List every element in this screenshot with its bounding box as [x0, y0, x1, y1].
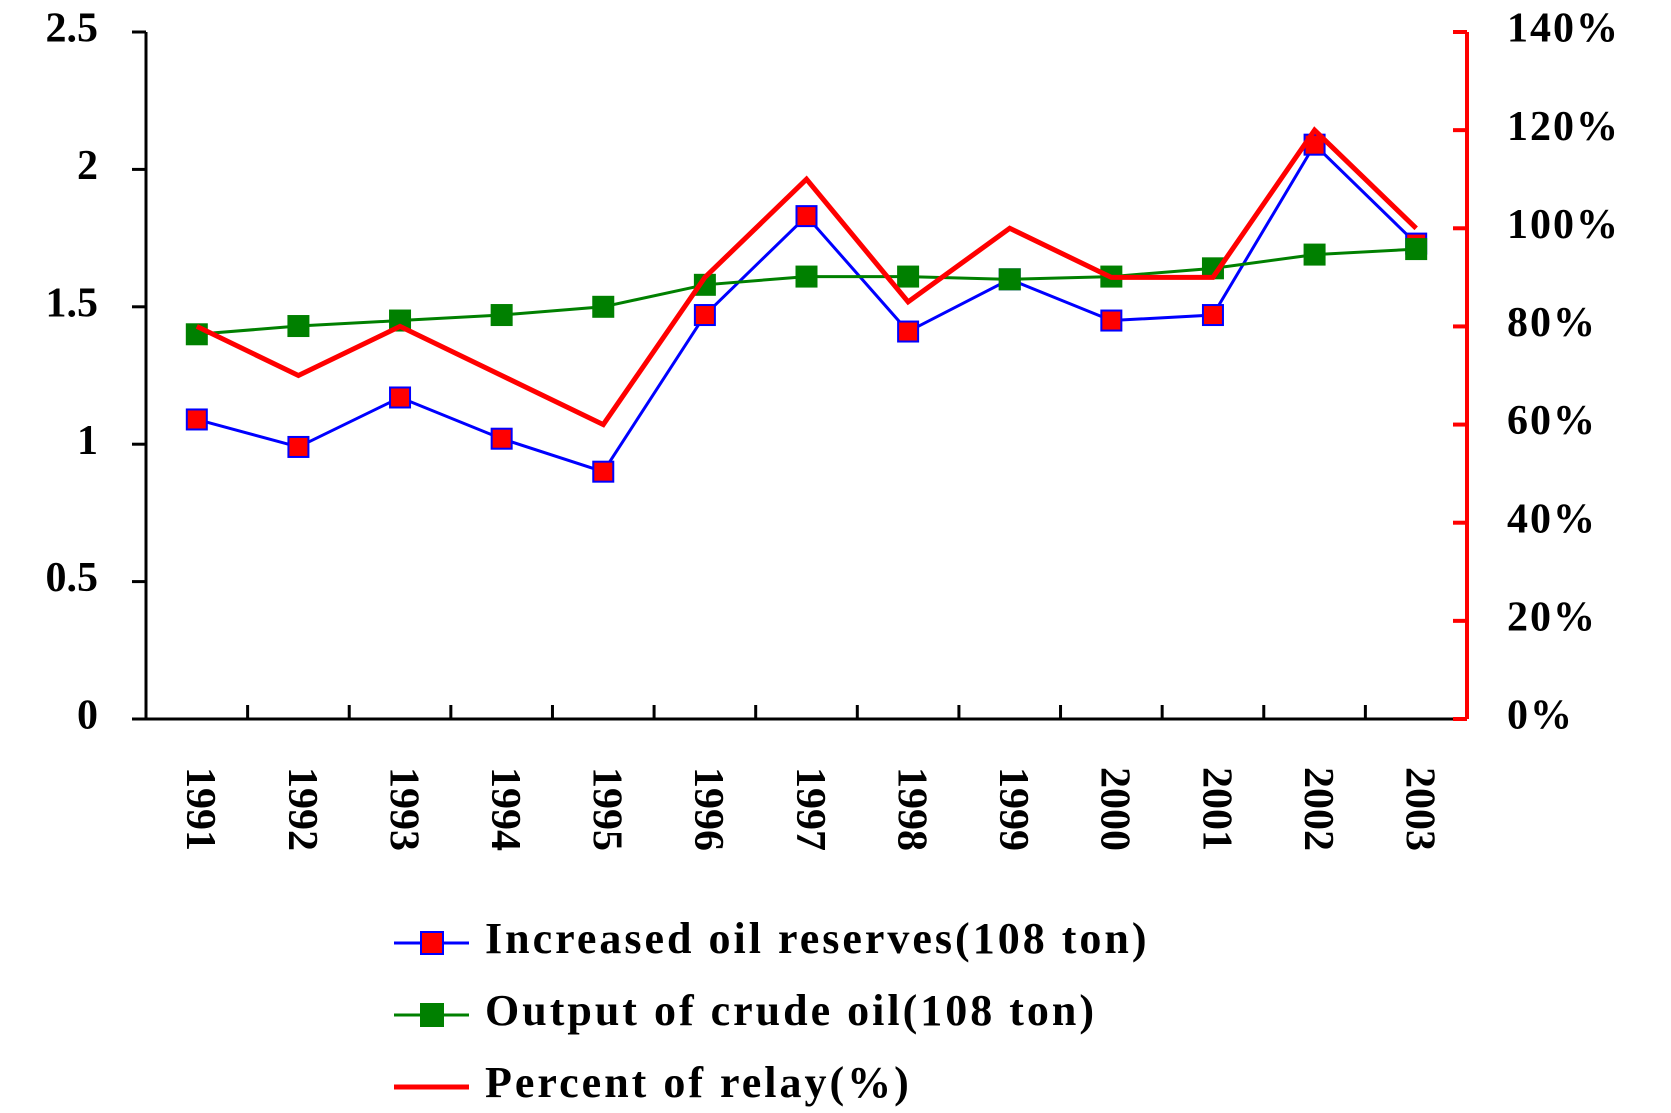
y-tick-label: 2.5 [46, 6, 99, 52]
marker [389, 386, 412, 409]
y2-tick-label: 80% [1507, 300, 1597, 346]
marker [490, 304, 513, 327]
legend-marker [420, 1003, 444, 1027]
series-line [196, 142, 1418, 474]
y-tick-label: 2 [77, 143, 98, 189]
x-tick-label: 1995 [584, 767, 630, 851]
y2-tick-label: 40% [1507, 496, 1597, 542]
x-tick-label: 1992 [279, 767, 325, 851]
marker [998, 268, 1021, 291]
x-tick-label: 1993 [380, 767, 426, 851]
y2-tick-label: 120% [1507, 104, 1620, 150]
marker [795, 205, 818, 228]
marker [1201, 304, 1224, 327]
legend-label: Increased oil reserves(108 ton) [485, 914, 1149, 963]
legend-marker [420, 931, 444, 955]
marker [287, 315, 310, 338]
y2-tick-label: 0% [1507, 693, 1574, 739]
series-line [196, 247, 1417, 336]
marker [592, 295, 615, 318]
x-tick-label: 1996 [685, 767, 731, 851]
x-tick-label: 1999 [990, 767, 1036, 851]
x-tick-label: 1997 [787, 767, 833, 851]
x-tick-label: 1994 [482, 767, 528, 851]
marker [389, 309, 412, 332]
x-tick-label: 1998 [888, 767, 934, 851]
x-tick-label: 2002 [1295, 767, 1341, 851]
y2-tick-label: 60% [1507, 398, 1597, 444]
x-tick-label: 2003 [1397, 767, 1443, 851]
marker [693, 304, 716, 327]
legend-label: Output of crude oil(108 ton) [485, 986, 1097, 1035]
x-tick-label: 1991 [177, 767, 223, 851]
marker [185, 408, 208, 431]
marker [897, 320, 920, 343]
series-line [195, 126, 1418, 428]
marker [1405, 238, 1428, 261]
marker [287, 435, 310, 458]
marker [795, 265, 818, 288]
legend-label: Percent of relay(%) [485, 1058, 912, 1107]
y2-tick-label: 20% [1507, 594, 1597, 640]
y-tick-label: 1 [77, 418, 98, 464]
y-tick-label: 0 [77, 693, 98, 739]
y2-tick-label: 140% [1507, 6, 1620, 52]
y-tick-label: 0.5 [46, 555, 99, 601]
x-tick-label: 2000 [1092, 767, 1138, 851]
y2-tick-label: 100% [1507, 202, 1620, 248]
marker [897, 265, 920, 288]
marker [1100, 309, 1123, 332]
y-tick-label: 1.5 [46, 280, 99, 326]
marker [592, 460, 615, 483]
marker [1303, 243, 1326, 266]
marker [490, 427, 513, 450]
x-tick-label: 2001 [1193, 767, 1239, 851]
